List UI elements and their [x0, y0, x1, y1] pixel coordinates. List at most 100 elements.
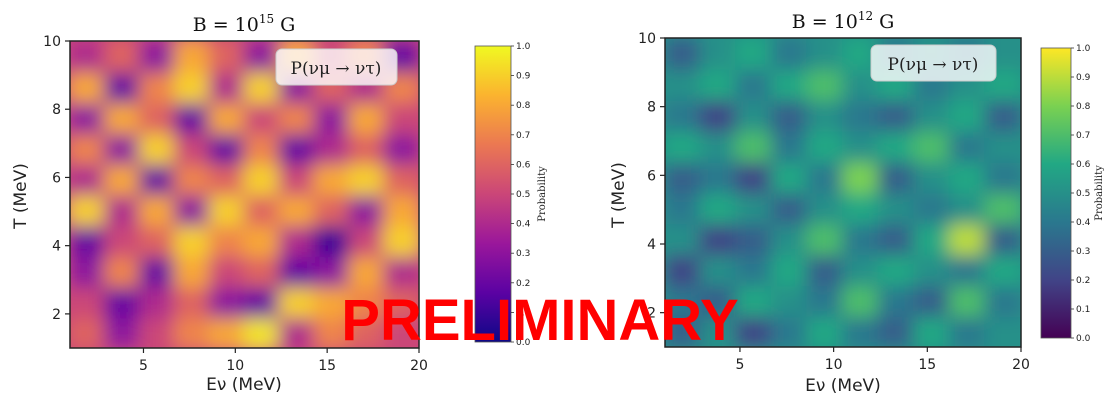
heatmap-cell [913, 284, 951, 318]
heatmap-cell [103, 162, 141, 196]
heatmap-cell [313, 162, 351, 196]
heatmap-cell [70, 162, 106, 196]
heatmap-cell [70, 70, 106, 104]
heatmap-cell [877, 160, 916, 194]
heatmap-cell [278, 224, 316, 257]
heatmap-cell [770, 222, 809, 256]
heatmap-cell [243, 41, 281, 73]
heatmap-cell [842, 222, 880, 256]
heatmap-cell [243, 70, 281, 104]
heatmap-cell [208, 254, 246, 288]
heatmap-cell [278, 162, 316, 196]
legend-box-left [275, 48, 398, 86]
x-tick-label: 5 [139, 358, 148, 374]
heatmap-cell [806, 253, 844, 287]
heatmap-cell [842, 129, 880, 163]
heatmap-cell [806, 284, 844, 318]
heatmap-cell [278, 101, 316, 135]
heatmap-cell [699, 222, 738, 256]
heatmap-cell [70, 193, 106, 227]
y-tick-label: 4 [52, 239, 61, 255]
x-tick-label: 15 [918, 357, 936, 373]
x-tick-label: 10 [226, 358, 244, 374]
colorbar-tick-label: 0.2 [1076, 276, 1090, 286]
heatmap-cell [877, 253, 916, 287]
y-tick-label: 4 [647, 237, 656, 253]
heatmap-cell [313, 193, 351, 227]
heatmap-cell [948, 222, 987, 256]
heatmap-cell [103, 41, 141, 73]
heatmap-cell [173, 285, 211, 319]
colorbar-tick-label: 0.4 [1076, 218, 1091, 228]
heatmap-cell [208, 285, 246, 319]
heatmap-cell [699, 253, 738, 287]
colorbar-tick-label: 1.0 [516, 42, 531, 52]
heatmap-cell [665, 222, 702, 256]
heatmap-cell [208, 101, 246, 135]
heatmap-cell [770, 129, 809, 163]
x-tick-label: 20 [410, 358, 428, 374]
heatmap-cell [243, 316, 281, 348]
colorbar-label-right: Probability [1094, 165, 1105, 221]
heatmap-cell [70, 41, 106, 73]
ylabel-right: T (MeV) [609, 162, 629, 229]
plot-frame-right [664, 37, 1022, 348]
colorbar-tick-label: 0.8 [516, 101, 531, 111]
heatmap-cell [842, 284, 880, 318]
heatmap-cell [735, 253, 773, 287]
heatmap-cell [173, 70, 211, 104]
heatmap-cell [699, 38, 738, 70]
heatmap-cell [877, 284, 916, 318]
heatmap-cell [383, 316, 419, 348]
heatmap-cell [984, 98, 1021, 132]
heatmap-cell [948, 253, 987, 287]
heatmap-cell [842, 191, 880, 225]
xlabel-right: Eν (MeV) [805, 376, 881, 396]
heatmap-cell [913, 253, 951, 287]
heatmap-cell [383, 193, 419, 227]
heatmap-cell [243, 132, 281, 165]
colorbar-left [474, 45, 512, 343]
heatmap-cell [313, 224, 351, 257]
title-left: B = 1015 G [193, 12, 296, 36]
heatmap-cell [735, 67, 773, 101]
heatmap-cell [348, 132, 386, 165]
heatmap-cell [699, 129, 738, 163]
heatmap-cell [383, 224, 419, 257]
heatmap-cell [278, 132, 316, 165]
heatmap-cell [278, 316, 316, 348]
heatmap-cell [665, 253, 702, 287]
heatmap-cell [243, 224, 281, 257]
heatmap-cell [948, 315, 987, 347]
heatmap-cell [70, 285, 106, 319]
colorbar-tick-label: 0.7 [1076, 131, 1090, 141]
heatmap-cell [948, 284, 987, 318]
heatmap-cell [173, 132, 211, 165]
heatmap-cell [984, 284, 1021, 318]
heatmap-cell [877, 315, 916, 347]
y-tick-label: 2 [52, 307, 61, 323]
heatmap-cell [770, 315, 809, 347]
heatmap-cell [208, 316, 246, 348]
heatmap-cell [699, 191, 738, 225]
x-tick-label: 5 [735, 357, 744, 373]
heatmap-cell [173, 224, 211, 257]
x-tick-label: 10 [825, 357, 843, 373]
heatmap-cell [70, 224, 106, 257]
heatmap-cell [806, 67, 844, 101]
heatmap-cell [208, 224, 246, 257]
heatmap-cell [208, 132, 246, 165]
heatmap-cell [665, 38, 702, 70]
colorbar-tick-label: 0.7 [516, 131, 530, 141]
heatmap-cell [70, 316, 106, 348]
x-tick-label: 20 [1012, 357, 1030, 373]
heatmap-cell [806, 38, 844, 70]
heatmap-cell [138, 101, 176, 135]
colorbar-tick-label: 0.9 [1076, 73, 1091, 83]
x-tick-label: 15 [318, 358, 336, 374]
colorbar-tick-label: 0.0 [516, 338, 531, 348]
heatmap-cell [138, 193, 176, 227]
heatmap-cell [948, 129, 987, 163]
heatmap-cell [103, 254, 141, 288]
heatmap-cell [103, 193, 141, 227]
